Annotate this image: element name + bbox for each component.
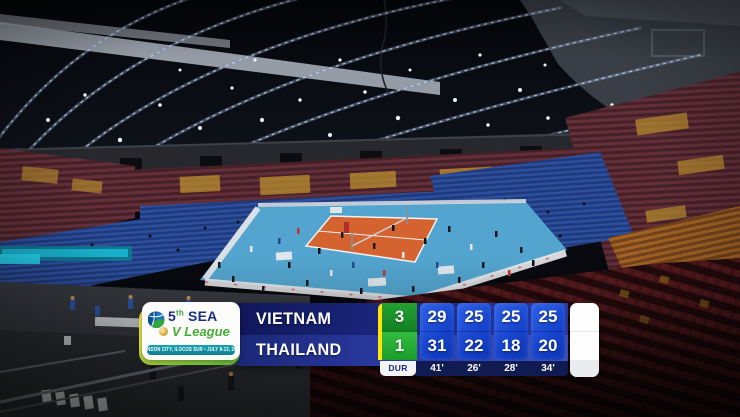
set3-score-thailand: 18 [501,336,521,355]
set4-duration: 34' [541,363,555,374]
empty-column-footer [570,360,599,377]
medal-icon [159,327,168,336]
scoreboard-sets: 3 1 29 31 25 22 25 18 25 20 DUR 4 [378,303,568,377]
sets-won-thailand: 1 [382,332,417,360]
volleyball-court [200,199,568,304]
event-details-text: CANDON CITY, ILOCOS SUR • JULY 8-13, 202… [147,347,235,353]
sets-won-column: 3 1 [378,303,417,360]
set1-score-vietnam: 29 [420,303,454,332]
set2-score-thailand: 22 [464,336,484,355]
edition-suffix: th [176,308,184,318]
set2-score-vietnam: 25 [457,303,491,332]
tournament-edition: 5th SEA [168,308,217,324]
set1-column: 29 31 [420,303,454,360]
scoreboard: VIETNAM THAILAND 5th SEA V League CAND [139,301,599,378]
league-name: V League [172,324,230,339]
yellow-accent-stripe [378,303,382,360]
set2-duration: 26' [467,363,481,374]
volleyball-icon [148,311,165,328]
edition-name: SEA [188,308,218,324]
set1-score-thailand: 31 [427,336,447,355]
durations-strip [414,361,568,376]
set3-score-vietnam: 25 [494,303,528,332]
duration-label: DUR [380,361,416,376]
set2-column: 25 22 [457,303,491,360]
edition-number: 5 [168,308,176,324]
set4-column: 25 20 [531,303,565,360]
set3-duration: 28' [504,363,518,374]
set5-empty-column [570,303,599,377]
team-name-thailand: THAILAND [256,340,342,360]
set4-score-thailand: 20 [538,336,558,355]
set4-score-vietnam: 25 [531,303,565,332]
set1-duration: 41' [430,363,444,374]
sets-won-cells: 3 1 [382,303,417,360]
team-name-vietnam: VIETNAM [256,308,332,328]
sets-won-vietnam: 3 [382,303,417,332]
tournament-logo-card: 5th SEA V League CANDON CITY, ILOCOS SUR… [142,302,240,360]
empty-column-divider [570,331,599,332]
set3-column: 25 18 [494,303,528,360]
led-board [0,246,132,264]
event-details-bar: CANDON CITY, ILOCOS SUR • JULY 8-13, 202… [147,345,235,355]
